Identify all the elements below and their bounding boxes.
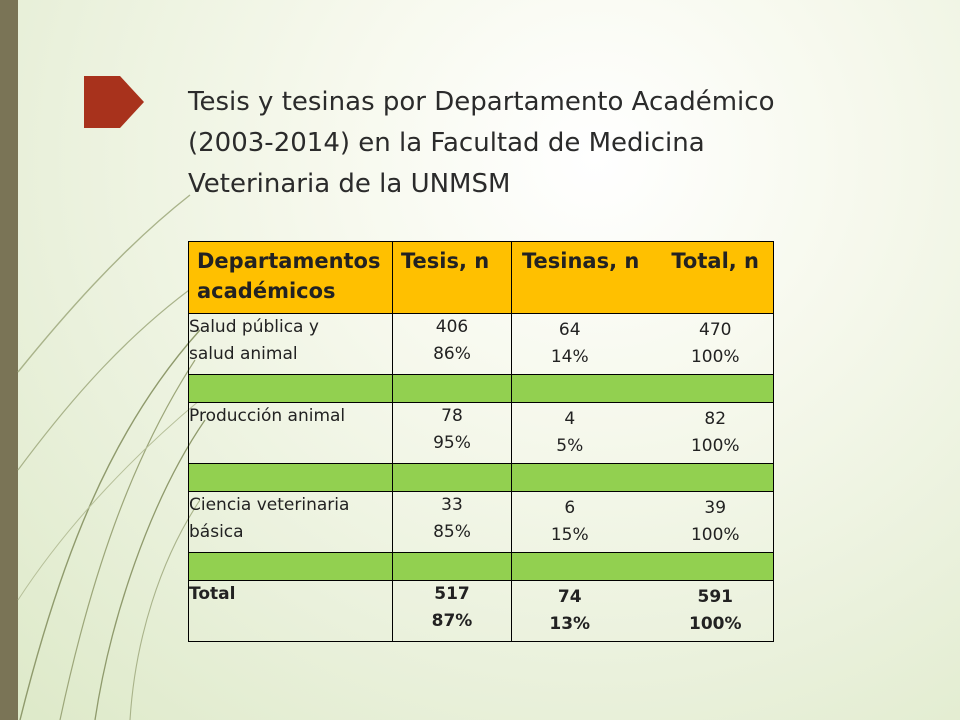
title-line-3: Veterinaria de la UNMSM [188,169,511,199]
header-tesis-label: Tesis, n [401,249,490,273]
header-departamentos: Departamentos académicos [188,241,393,314]
title-line-1: Tesis y tesinas por Departamento Académi… [188,87,775,117]
spacer-row [188,463,774,492]
thesis-table: Departamentos académicos Tesis, n Tesina… [188,241,774,642]
header-tesis: Tesis, n [392,241,512,314]
header-tesinas-total: Tesinas, n Total, n [511,241,774,314]
dept-line2: básica [189,522,244,542]
header-tesinas-label: Tesinas, n [522,249,640,273]
table-row: Ciencia veterinaria básica 33 85% 6 15% … [188,491,774,553]
header-departamentos-line1: Departamentos [197,249,381,273]
table-header-row: Departamentos académicos Tesis, n Tesina… [188,241,774,314]
tesinas-total-cell: 4 5% 82 100% [511,402,774,464]
tesis-total-count: 517 [434,584,470,604]
header-total-label: Total, n [671,249,759,273]
tesinas-count: 6 [564,498,576,518]
tesis-cell: 78 95% [392,402,512,464]
tesinas-total-count: 74 [557,587,582,607]
tesis-count: 33 [441,495,463,515]
tesinas-count: 64 [558,320,581,340]
tesinas-count: 4 [564,409,576,429]
tesinas-percent: 15% [550,525,589,545]
dept-line1: Ciencia veterinaria [189,495,350,515]
dept-cell: Producción animal [188,402,393,464]
tesinas-total-cell: 6 15% 39 100% [511,491,774,553]
slide-title: Tesis y tesinas por Departamento Académi… [188,82,788,205]
table-total-row: Total 517 87% 74 13% 591 100% [188,580,774,642]
total-label: Total [189,584,236,604]
total-percent: 100% [690,525,740,545]
title-line-2: (2003-2014) en la Facultad de Medicina [188,128,705,158]
title-marker-arrow [84,76,144,128]
dept-line1: Producción animal [189,406,346,426]
tesis-total-cell: 517 87% [392,580,512,642]
total-count: 82 [704,409,727,429]
tesis-count: 406 [435,317,469,337]
tesis-count: 78 [441,406,463,426]
total-percent: 100% [690,436,740,456]
tesinas-percent: 5% [556,436,584,456]
dept-cell: Ciencia veterinaria básica [188,491,393,553]
spacer-row [188,374,774,403]
tesinas-percent: 14% [550,347,589,367]
header-departamentos-line2: académicos [197,279,336,303]
dept-line1: Salud pública y [189,317,319,337]
spacer-row [188,552,774,581]
table-row: Salud pública y salud animal 406 86% 64 … [188,313,774,375]
table-row: Producción animal 78 95% 4 5% 82 100% [188,402,774,464]
tesis-cell: 406 86% [392,313,512,375]
tesinas-total-sum-cell: 74 13% 591 100% [511,580,774,642]
tesis-percent: 95% [433,433,471,453]
grand-total-count: 591 [697,587,734,607]
tesis-percent: 85% [433,522,471,542]
grand-total-percent: 100% [688,614,742,634]
tesis-cell: 33 85% [392,491,512,553]
total-count: 470 [699,320,732,340]
total-count: 39 [704,498,727,518]
tesinas-total-cell: 64 14% 470 100% [511,313,774,375]
tesis-percent: 86% [433,344,471,364]
total-percent: 100% [690,347,740,367]
tesis-total-percent: 87% [431,611,473,631]
dept-cell: Salud pública y salud animal [188,313,393,375]
dept-line2: salud animal [189,344,298,364]
tesinas-total-percent: 13% [549,614,591,634]
total-label-cell: Total [188,580,393,642]
left-accent-bar [0,0,18,720]
